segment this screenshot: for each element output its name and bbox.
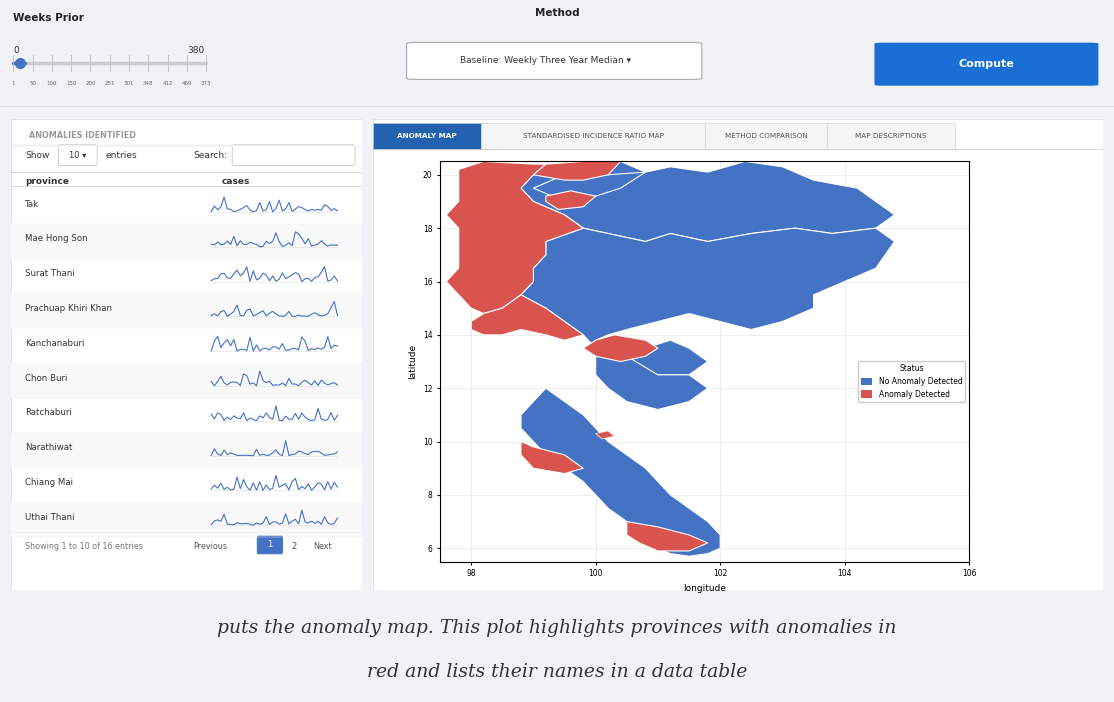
FancyBboxPatch shape [373,123,481,149]
Text: Chon Buri: Chon Buri [26,373,68,383]
FancyBboxPatch shape [705,123,827,149]
FancyBboxPatch shape [11,432,362,468]
Text: Narathiwat: Narathiwat [26,443,72,452]
Polygon shape [627,522,707,551]
Polygon shape [596,348,707,409]
FancyBboxPatch shape [373,119,1103,590]
FancyBboxPatch shape [11,293,362,328]
Text: 373: 373 [201,81,212,86]
Text: ANOMALIES IDENTIFIED: ANOMALIES IDENTIFIED [29,131,136,140]
Text: 100: 100 [47,81,57,86]
Text: 348: 348 [143,81,154,86]
Text: 0: 0 [13,46,19,55]
FancyBboxPatch shape [11,502,362,537]
Text: Method: Method [535,8,579,18]
Text: red and lists their names in a data table: red and lists their names in a data tabl… [367,663,747,680]
Text: 50: 50 [29,81,36,86]
Text: 380: 380 [187,46,204,55]
Text: 10 ▾: 10 ▾ [69,151,87,159]
Text: Show: Show [26,151,49,159]
FancyBboxPatch shape [257,536,283,554]
Text: Showing 1 to 10 of 16 entries: Showing 1 to 10 of 16 entries [26,542,143,550]
Polygon shape [471,295,584,340]
Text: province: province [26,177,69,186]
Polygon shape [521,228,895,375]
FancyBboxPatch shape [874,43,1098,86]
Text: Uthai Thani: Uthai Thani [26,512,75,522]
Text: Search:: Search: [194,151,227,159]
Polygon shape [521,161,895,241]
Polygon shape [534,161,620,180]
Text: Prachuap Khiri Khan: Prachuap Khiri Khan [26,304,113,313]
Text: 200: 200 [85,81,96,86]
FancyBboxPatch shape [11,363,362,398]
Text: Baseline: Weekly Three Year Median ▾: Baseline: Weekly Three Year Median ▾ [460,56,632,65]
Text: cases: cases [222,177,250,186]
X-axis label: longitude: longitude [683,584,726,592]
Text: entries: entries [106,151,137,159]
Text: Chiang Mai: Chiang Mai [26,478,74,487]
Polygon shape [521,442,584,474]
Text: puts the anomaly map. This plot highlights provinces with anomalies in: puts the anomaly map. This plot highligh… [217,619,897,637]
Text: Next: Next [313,542,332,550]
Text: 301: 301 [124,81,135,86]
FancyBboxPatch shape [481,123,705,149]
Text: Tak: Tak [26,199,39,208]
Polygon shape [596,431,614,439]
Text: 1: 1 [11,81,16,86]
Polygon shape [534,172,645,201]
Text: Mae Hong Son: Mae Hong Son [26,234,88,244]
Text: 412: 412 [163,81,173,86]
FancyBboxPatch shape [11,119,362,590]
FancyBboxPatch shape [827,123,955,149]
FancyBboxPatch shape [11,224,362,258]
Text: STANDARDISED INCIDENCE RATIO MAP: STANDARDISED INCIDENCE RATIO MAP [522,133,664,139]
Text: Ratchaburi: Ratchaburi [26,409,72,417]
FancyBboxPatch shape [59,145,97,166]
Text: Kanchanaburi: Kanchanaburi [26,339,85,347]
Polygon shape [447,161,584,314]
FancyBboxPatch shape [407,42,702,79]
Text: METHOD COMPARISON: METHOD COMPARISON [725,133,808,139]
Text: Weeks Prior: Weeks Prior [13,13,85,23]
Y-axis label: latitude: latitude [408,344,418,379]
Text: ANOMALY MAP: ANOMALY MAP [398,133,457,139]
Polygon shape [521,388,720,556]
Text: 2: 2 [292,542,297,550]
Legend: No Anomaly Detected, Anomaly Detected: No Anomaly Detected, Anomaly Detected [858,361,966,402]
Text: Surat Thani: Surat Thani [26,269,75,278]
FancyBboxPatch shape [232,145,355,166]
Text: 251: 251 [105,81,115,86]
Text: Compute: Compute [958,59,1014,69]
Text: MAP DESCRIPTIONS: MAP DESCRIPTIONS [856,133,927,139]
Text: 469: 469 [182,81,192,86]
Text: Previous: Previous [194,542,227,550]
Text: 1: 1 [267,541,273,550]
Polygon shape [546,191,596,209]
Text: 150: 150 [66,81,77,86]
Polygon shape [584,335,658,362]
